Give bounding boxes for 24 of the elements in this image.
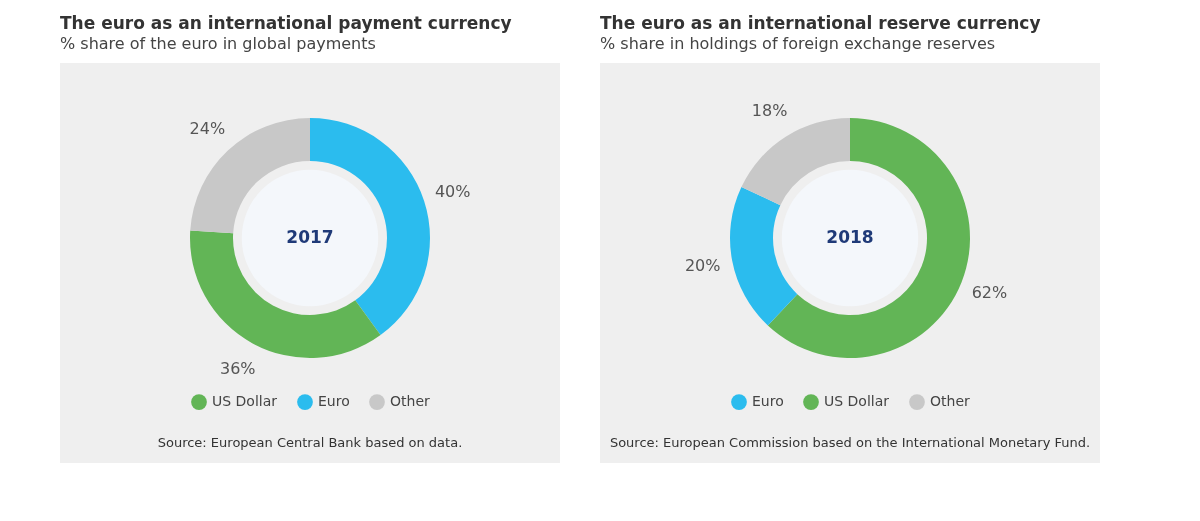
data-label: 24% bbox=[189, 118, 226, 138]
legend-label: Other bbox=[930, 393, 970, 410]
donut-slice bbox=[767, 118, 970, 358]
chart-title: The euro as an international payment currency bbox=[60, 13, 512, 33]
legend-label: US Dollar bbox=[824, 393, 890, 410]
legend-label: US Dollar bbox=[212, 393, 278, 410]
text: 2017 bbox=[286, 227, 334, 247]
data-label: 18% bbox=[751, 101, 788, 121]
legend-label: Euro bbox=[318, 393, 350, 410]
legend-label: Other bbox=[390, 393, 430, 410]
data-label: 36% bbox=[219, 359, 256, 379]
donut-slice bbox=[730, 186, 798, 326]
donut-slice bbox=[190, 230, 381, 358]
text: 2018 bbox=[826, 227, 874, 247]
data-label: 20% bbox=[684, 256, 721, 276]
data-label: 62% bbox=[971, 283, 1008, 303]
data-label: 40% bbox=[434, 181, 471, 201]
chart-subtitle: % share of the euro in global payments bbox=[60, 34, 376, 53]
chart-subtitle: % share in holdings of foreign exchange reserves bbox=[600, 34, 996, 53]
source-note: Source: European Central Bank based on data. bbox=[157, 435, 463, 450]
donut-slice bbox=[741, 118, 850, 206]
source-note: Source: European Commission based on the International Monetary Fund. bbox=[609, 435, 1091, 450]
chart-title: The euro as an international reserve currency bbox=[600, 13, 1041, 33]
legend-label: Euro bbox=[752, 393, 784, 410]
